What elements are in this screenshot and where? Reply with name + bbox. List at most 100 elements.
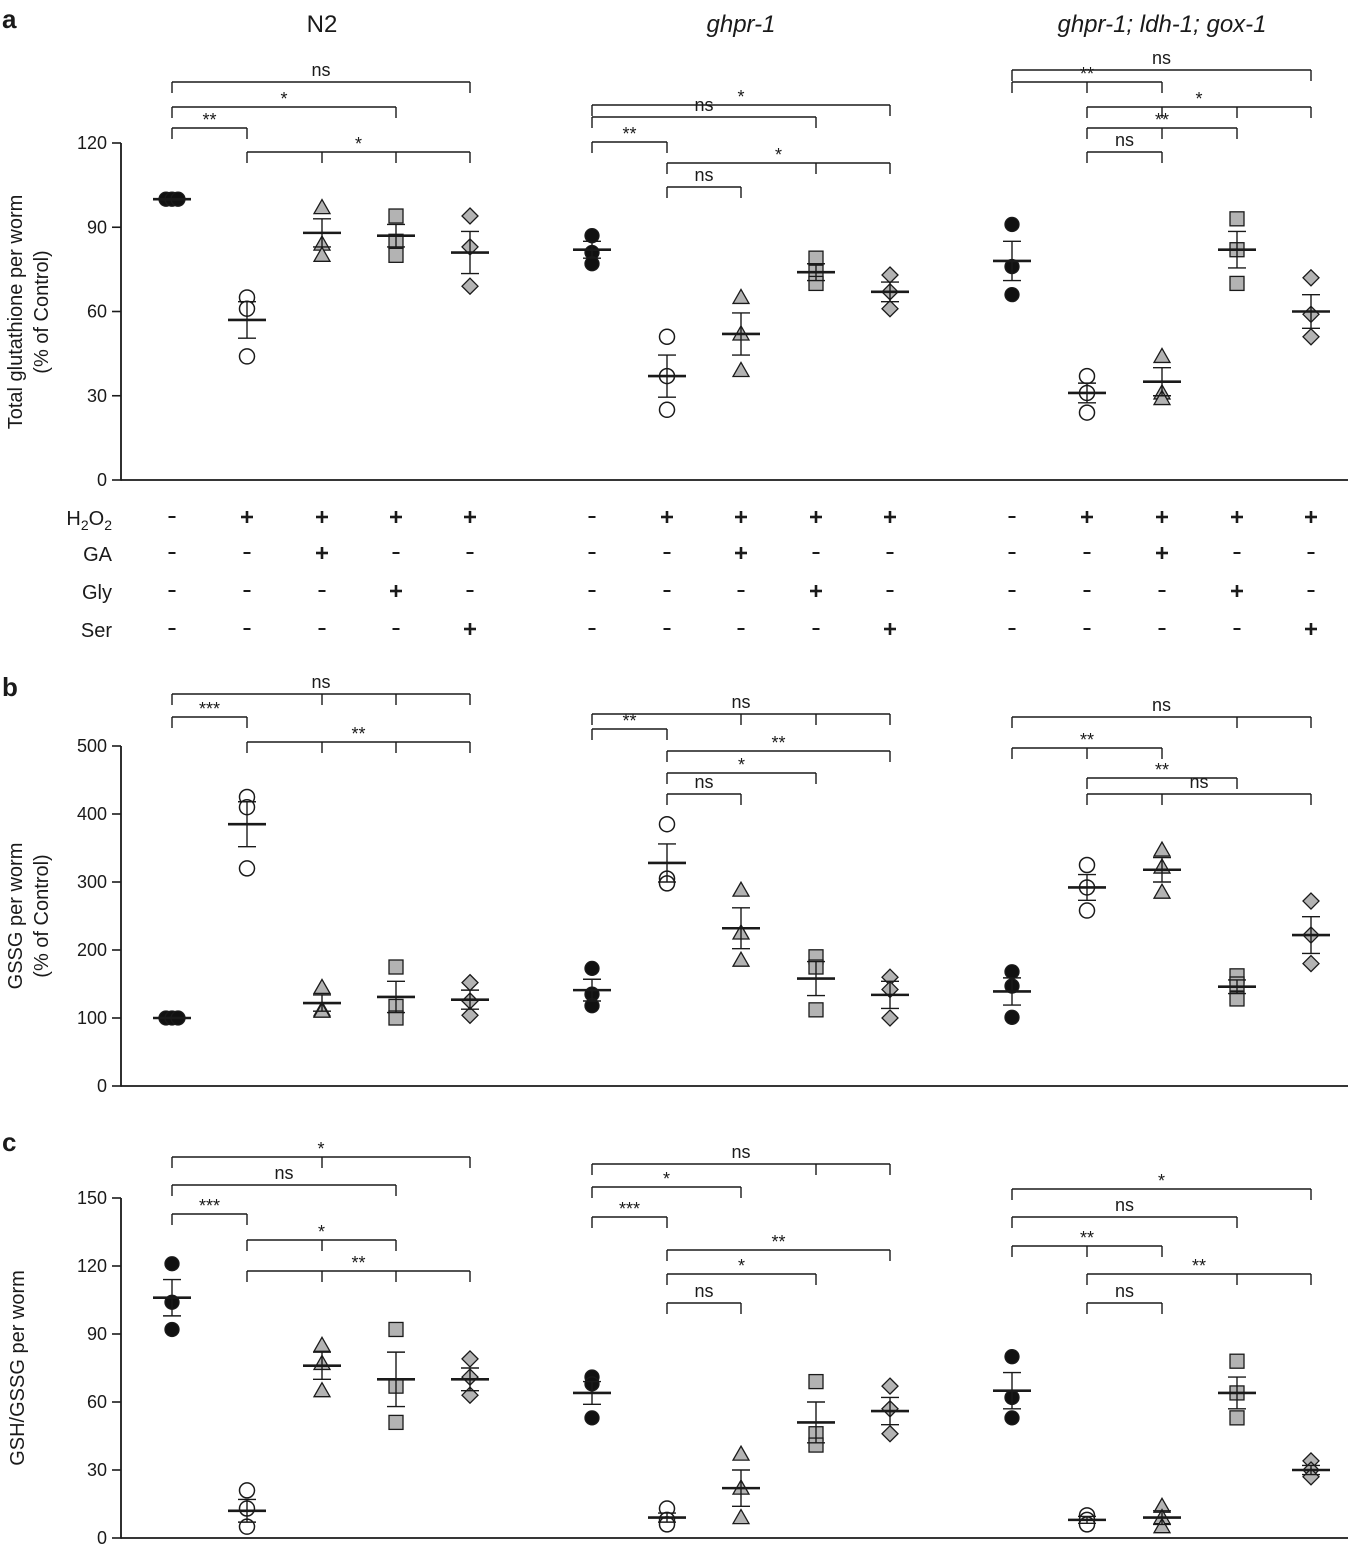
significance-bracket: * [591, 1169, 742, 1198]
series-2 [303, 198, 341, 262]
group-title: ghpr-1; ldh-1; gox-1 [1057, 11, 1266, 38]
series-1 [648, 1500, 686, 1533]
data-point [1302, 954, 1320, 973]
panel-a: 0 30 60 90 120 Total glutathione per worm (% o… [5, 48, 1348, 490]
condition-plus [1231, 511, 1243, 523]
condition-plus [735, 511, 747, 523]
significance-bracket: * [1086, 89, 1312, 118]
significance-bracket: * [1011, 1171, 1312, 1200]
data-point [388, 1321, 404, 1338]
significance-bracket: ** [246, 724, 471, 753]
significance-bracket: ns [591, 1142, 891, 1175]
significance-bracket: ** [591, 711, 668, 740]
condition-plus [241, 511, 253, 523]
data-point [731, 288, 751, 305]
significance-label: ** [351, 1253, 365, 1273]
significance-bracket: ** [666, 1232, 891, 1261]
y-tick-label: 0 [97, 1076, 107, 1096]
data-point [164, 1321, 180, 1338]
significance-label: * [737, 87, 744, 107]
series-2 [1143, 1496, 1181, 1534]
significance-bracket: ** [1086, 1256, 1312, 1285]
significance-label: ** [1155, 110, 1169, 130]
data-point [461, 207, 479, 225]
y-tick-label: 0 [97, 470, 107, 490]
data-point [1302, 268, 1320, 287]
condition-plus [316, 511, 328, 523]
data-point [238, 1482, 256, 1499]
panel-letter: b [2, 672, 18, 702]
significance-bracket: ns [591, 95, 817, 128]
data-point [584, 228, 600, 244]
y-tick-label: 90 [87, 217, 107, 237]
significance-bracket: ns [666, 1281, 742, 1314]
y-tick-label: 500 [77, 736, 107, 756]
significance-label: * [1158, 1171, 1165, 1191]
significance-label: ns [1115, 130, 1134, 150]
significance-label: * [775, 145, 782, 165]
data-point [731, 361, 751, 378]
data-point [461, 973, 479, 992]
significance-bracket: ns [1086, 1281, 1163, 1314]
data-point [1004, 216, 1020, 233]
significance-label: * [663, 1169, 670, 1189]
group-title: ghpr-1 [707, 11, 776, 38]
series-1 [648, 328, 686, 419]
significance-label: ns [1152, 48, 1171, 68]
data-point [658, 328, 676, 346]
data-point [1152, 882, 1172, 899]
significance-bracket: ns [1086, 130, 1163, 163]
series-0 [993, 1349, 1031, 1426]
significance-label: ** [1155, 760, 1169, 780]
data-point [658, 401, 676, 419]
series-4 [1292, 268, 1330, 346]
series-2 [1143, 840, 1181, 899]
significance-bracket: ** [1011, 64, 1163, 93]
significance-label: ns [731, 1142, 750, 1162]
condition-row-label: Ser [81, 620, 112, 642]
data-point [388, 208, 404, 224]
condition-plus [390, 585, 402, 597]
condition-plus [1305, 623, 1317, 635]
series-4 [451, 973, 489, 1025]
condition-plus [1305, 511, 1317, 523]
significance-label: ns [1152, 695, 1171, 715]
y-tick-label: 400 [77, 804, 107, 824]
significance-label: ** [771, 1232, 785, 1252]
significance-label: * [355, 134, 362, 154]
series-3 [1218, 211, 1256, 292]
panel-b: 0 100 200 300 400 500 GSSG per worm (% of Contr… [5, 672, 1348, 1096]
significance-bracket: ** [666, 733, 891, 762]
data-point [312, 246, 332, 262]
significance-label: ns [694, 95, 713, 115]
significance-label: ns [311, 60, 330, 80]
data-point [1229, 211, 1245, 227]
series-4 [1292, 1452, 1330, 1486]
series-0 [153, 1010, 191, 1026]
data-point [1078, 367, 1096, 385]
series-4 [451, 1350, 489, 1405]
significance-bracket: * [666, 1256, 817, 1285]
significance-bracket: * [666, 145, 891, 174]
significance-label: ns [694, 1281, 713, 1301]
y-tick-label: 100 [77, 1008, 107, 1028]
series-4 [1292, 892, 1330, 973]
series-1 [228, 788, 266, 877]
significance-label: *** [199, 1196, 220, 1216]
series-0 [993, 216, 1031, 303]
data-point [1078, 404, 1096, 421]
significance-label: * [280, 89, 287, 109]
data-point [312, 198, 332, 215]
condition-plus [316, 547, 328, 559]
significance-label: *** [619, 1199, 640, 1219]
significance-label: ** [622, 124, 636, 144]
data-point [584, 960, 600, 977]
panel-letter: a [2, 4, 17, 34]
condition-plus [1081, 511, 1093, 523]
data-point [461, 1350, 479, 1368]
condition-row-label: H2O2 [66, 508, 112, 533]
significance-label: ns [1115, 1195, 1134, 1215]
series-3 [377, 208, 415, 263]
data-point [461, 277, 479, 296]
